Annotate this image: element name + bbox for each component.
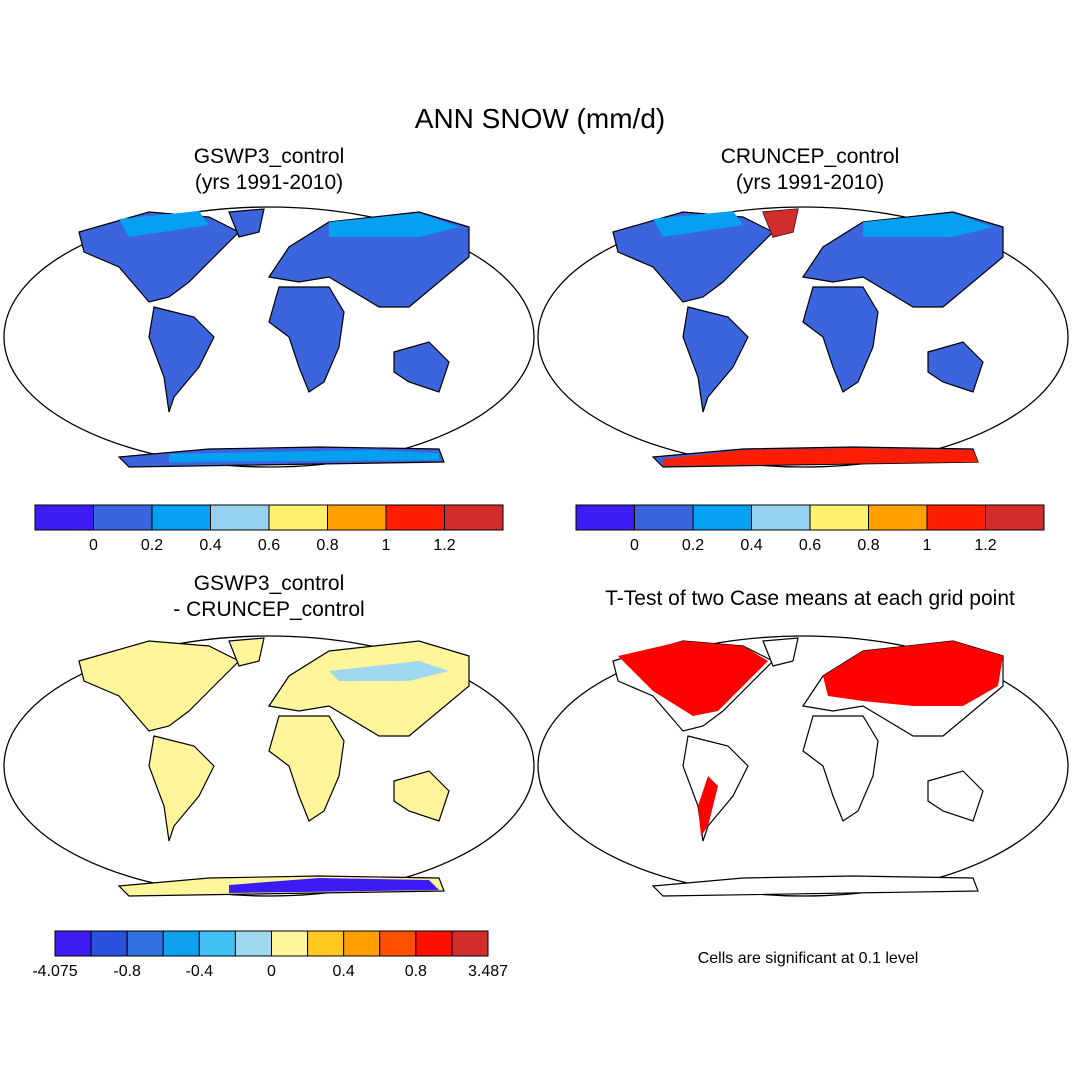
colorbar-box (198, 930, 236, 957)
colorbar-label: 0 (267, 963, 276, 980)
colorbar-label: 0.8 (857, 537, 879, 554)
snow-region (119, 211, 459, 237)
colorbar-box (126, 930, 164, 957)
snow-region (329, 661, 449, 681)
colorbar-label: 0.8 (316, 537, 338, 554)
colorbar-box (234, 930, 273, 957)
colorbars: 0 0.2 0.4 0.6 0.8 1 1.2 0 0.2 0.4 0.6 0.8 1 1.2 -4.075… (32, 504, 1045, 980)
colorbar-box (451, 930, 489, 957)
panel-title: GSWP3_control (194, 145, 345, 168)
colorbar-label: 1 (382, 537, 391, 554)
snow-region (653, 211, 993, 237)
colorbar-box (268, 504, 328, 531)
panel-title: T-Test of two Case means at each grid po… (605, 587, 1015, 610)
panel-title: GSWP3_control (194, 572, 345, 595)
colorbar-box (307, 930, 345, 957)
significant-cells (618, 641, 768, 716)
colorbar-label: 1.2 (974, 537, 996, 554)
snow-region (169, 450, 439, 462)
colorbar-label: 0 (630, 537, 639, 554)
footnote: Cells are significant at 0.1 level (698, 950, 919, 967)
figure-title: ANN SNOW (mm/d) (415, 103, 665, 134)
colorbar-box (327, 504, 387, 531)
colorbar-box (162, 930, 200, 957)
colorbar-label: 0.2 (682, 537, 704, 554)
colorbar-box (692, 504, 752, 531)
panel-title: (yrs 1991-2010) (736, 171, 884, 194)
colorbar-box (90, 930, 128, 957)
panel-title: (yrs 1991-2010) (195, 171, 343, 194)
colorbar-box (54, 930, 92, 957)
colorbar-box (271, 930, 309, 957)
colorbar-box (343, 930, 381, 957)
colorbar-label: 0.4 (333, 963, 355, 980)
colorbar-box (379, 930, 417, 957)
colorbar-box (985, 504, 1045, 531)
map-panel-4 (537, 635, 1069, 897)
colorbar-label: -4.075 (32, 963, 77, 980)
colorbar-label: 0.6 (799, 537, 821, 554)
map-panel-2 (537, 206, 1069, 468)
colorbar-box (751, 504, 811, 531)
colorbar-box (93, 504, 153, 531)
colorbar-label: -0.4 (186, 963, 214, 980)
panel-title: CRUNCEP_control (721, 145, 900, 168)
colorbar-box (444, 504, 504, 531)
colorbar-box (34, 504, 94, 531)
colorbar-box (809, 504, 869, 531)
colorbar-box (385, 504, 445, 531)
colorbar-label: 1.2 (433, 537, 455, 554)
colorbar-label: 0 (89, 537, 98, 554)
colorbar-box (151, 504, 211, 531)
colorbar-label: 0.6 (258, 537, 280, 554)
map-panel-3 (3, 635, 535, 897)
map-panel-1 (3, 206, 535, 468)
panel-title: - CRUNCEP_control (173, 598, 364, 621)
colorbar-label: 0.8 (405, 963, 427, 980)
snow-region (229, 878, 439, 893)
colorbar-label: 3.487 (468, 963, 508, 980)
panel-titles: GSWP3_control (yrs 1991-2010) CRUNCEP_cont… (173, 145, 1015, 621)
colorbar-label: 0.2 (141, 537, 163, 554)
colorbar-box (868, 504, 928, 531)
colorbar-label: 1 (923, 537, 932, 554)
colorbar-box (210, 504, 270, 531)
snow-region (663, 448, 978, 466)
significant-cells (698, 776, 718, 836)
significant-cells (823, 641, 1003, 706)
colorbar-label: 0.4 (199, 537, 221, 554)
colorbar-box (415, 930, 453, 957)
colorbar-box (926, 504, 986, 531)
colorbar-label: 0.4 (740, 537, 762, 554)
colorbar-box (634, 504, 694, 531)
colorbar-box (575, 504, 635, 531)
snow-region (763, 209, 798, 237)
colorbar-label: -0.8 (113, 963, 141, 980)
